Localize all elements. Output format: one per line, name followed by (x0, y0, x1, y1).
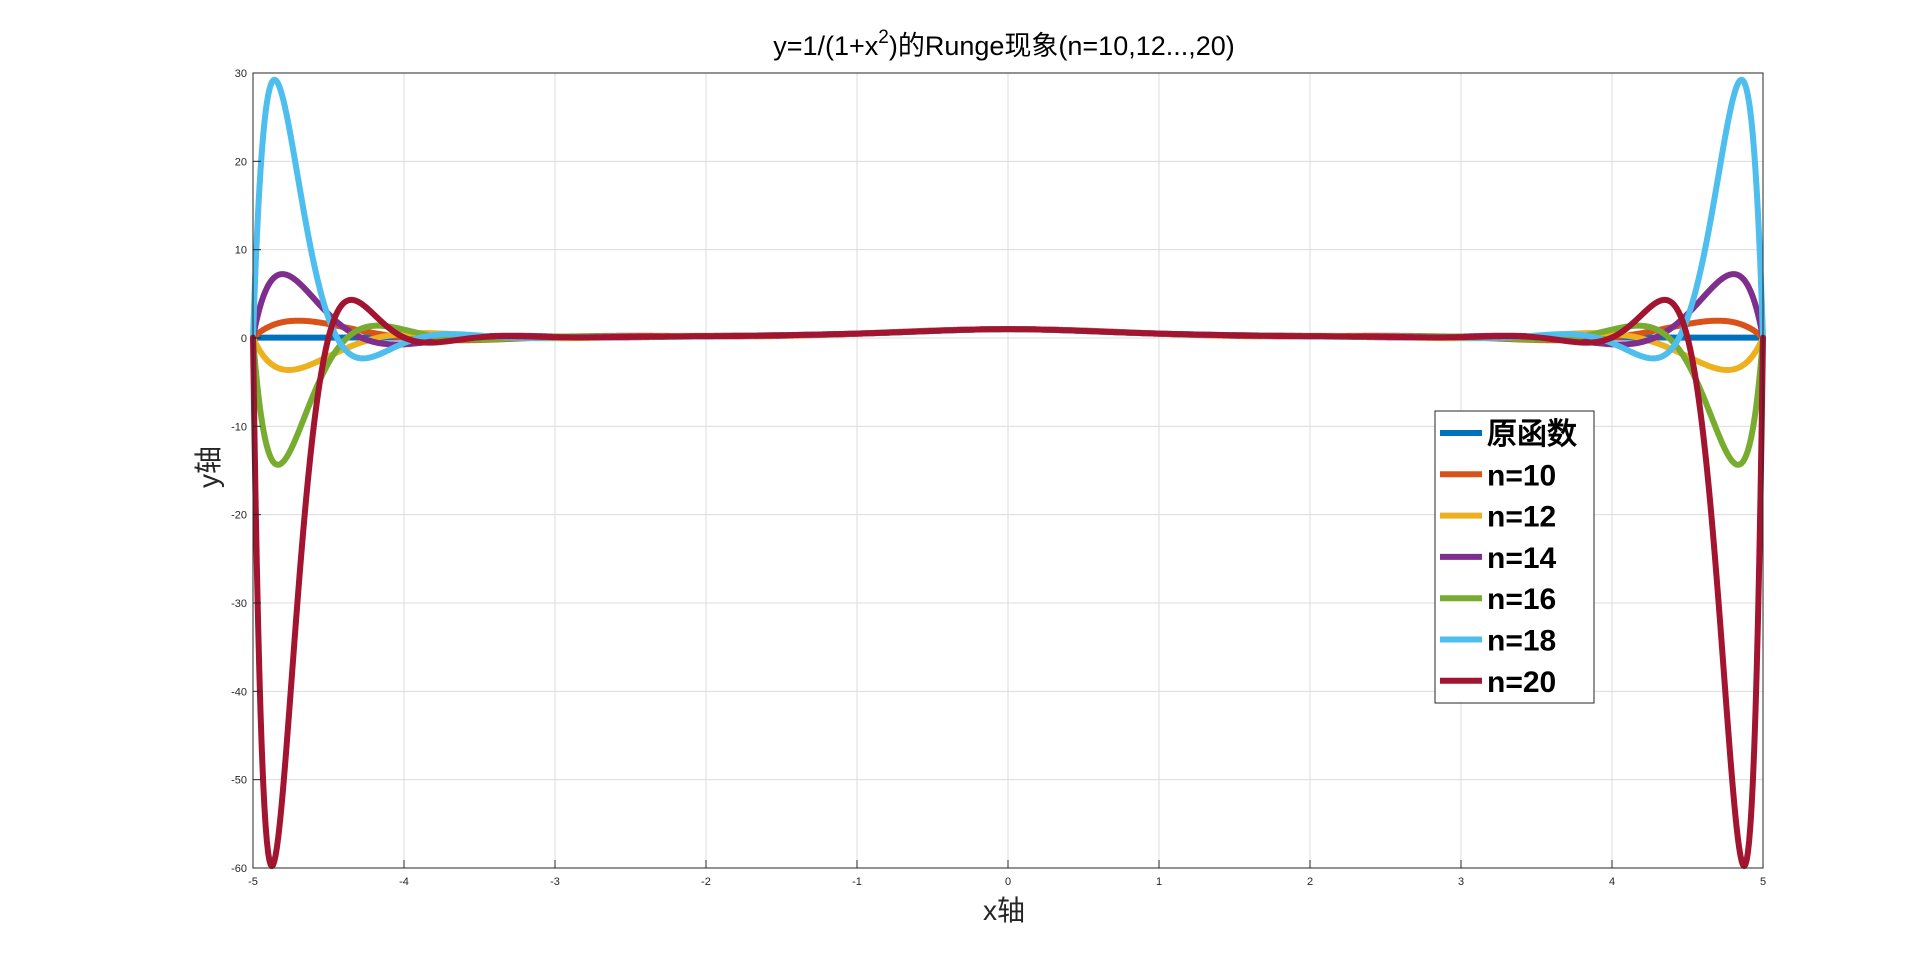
y-axis-label: y轴 (193, 446, 224, 488)
legend-label: 原函数 (1487, 418, 1578, 451)
x-tick-label: -4 (399, 876, 409, 888)
chart-title: y=1/(1+x2)的Runge现象(n=10,12...,20) (773, 27, 1235, 61)
x-tick-label: -2 (701, 876, 711, 888)
y-tick-label: -20 (231, 510, 247, 522)
legend-label: n=14 (1487, 542, 1557, 575)
legend-items: 原函数 n=10 n=12 n=14 n=16 n=18 n=20 (1440, 418, 1578, 699)
x-tick-label: 4 (1609, 876, 1615, 888)
x-tick-label: -1 (852, 876, 862, 888)
y-tick-label: 0 (241, 333, 247, 345)
y-tick-label: 20 (235, 156, 247, 168)
y-tick-label: -30 (231, 598, 247, 610)
title-superscript: 2 (878, 27, 889, 48)
series-line-n20 (250, 296, 1766, 870)
series-lines (250, 76, 1766, 870)
legend-label: n=18 (1487, 625, 1556, 658)
legend-label: n=12 (1487, 501, 1556, 534)
x-tick-label: 3 (1458, 876, 1464, 888)
legend: 原函数 n=10 n=12 n=14 n=16 n=18 n=20 (1434, 410, 1595, 704)
y-tick-label: -60 (231, 863, 247, 875)
title-suffix: )的Runge现象(n=10,12...,20) (889, 31, 1235, 61)
tick-labels: -5 -4 -3 -2 -1 0 1 2 3 4 5-60-50-40-30-20-10010203… (231, 68, 1766, 888)
legend-label: n=16 (1487, 583, 1556, 616)
x-tick-label: 0 (1005, 876, 1011, 888)
x-tick-label: -3 (550, 876, 560, 888)
y-tick-label: -50 (231, 775, 247, 787)
x-tick-label: 2 (1307, 876, 1313, 888)
y-tick-label: 10 (235, 245, 247, 257)
y-tick-label: -40 (231, 686, 247, 698)
x-tick-label: 1 (1156, 876, 1162, 888)
y-tick-label: 30 (235, 68, 247, 80)
legend-label: n=10 (1487, 459, 1556, 492)
x-tick-label: -5 (248, 876, 258, 888)
legend-label: n=20 (1487, 666, 1556, 699)
x-axis-label: x轴 (983, 895, 1025, 926)
title-main: y=1/(1+x (773, 31, 879, 61)
x-tick-label: 5 (1760, 876, 1766, 888)
y-tick-label: -10 (231, 421, 247, 433)
